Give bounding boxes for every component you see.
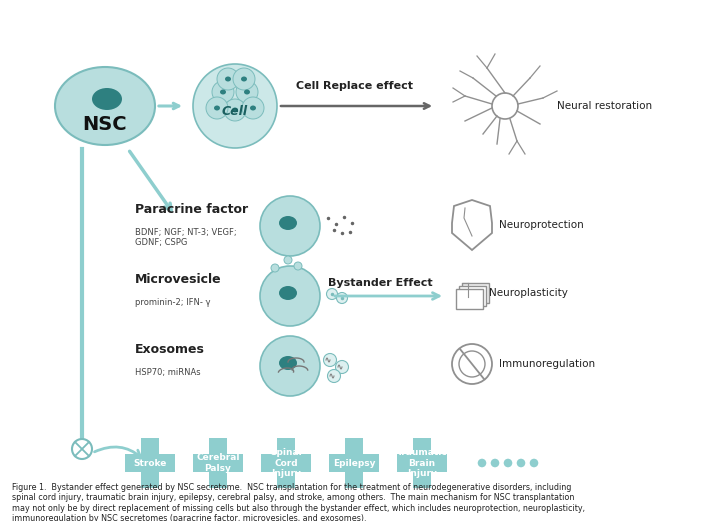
- Ellipse shape: [92, 88, 122, 110]
- Text: Cell: Cell: [222, 105, 248, 118]
- Ellipse shape: [225, 77, 231, 81]
- Text: Epilepsy: Epilepsy: [332, 458, 375, 467]
- Circle shape: [193, 64, 277, 148]
- FancyBboxPatch shape: [193, 454, 243, 472]
- Circle shape: [459, 351, 485, 377]
- Text: HSP70; miRNAs: HSP70; miRNAs: [135, 368, 201, 377]
- Circle shape: [327, 369, 340, 382]
- Text: Stroke: Stroke: [133, 458, 167, 467]
- FancyBboxPatch shape: [329, 454, 379, 472]
- FancyBboxPatch shape: [345, 438, 363, 488]
- Ellipse shape: [55, 67, 155, 145]
- Circle shape: [530, 458, 538, 467]
- Circle shape: [503, 458, 513, 467]
- Ellipse shape: [244, 90, 250, 94]
- Text: Exosomes: Exosomes: [135, 343, 205, 356]
- FancyBboxPatch shape: [413, 438, 430, 488]
- FancyBboxPatch shape: [397, 454, 447, 472]
- FancyBboxPatch shape: [209, 438, 227, 488]
- FancyBboxPatch shape: [456, 289, 483, 309]
- Circle shape: [217, 68, 239, 90]
- Circle shape: [478, 458, 486, 467]
- Text: Neuroplasticity: Neuroplasticity: [489, 288, 568, 298]
- Circle shape: [236, 81, 258, 103]
- Circle shape: [242, 97, 264, 119]
- Text: Cerebral
Palsy: Cerebral Palsy: [196, 453, 240, 473]
- Text: Figure 1.  Bystander effect generated by NSC secretome.  NSC transplantation for: Figure 1. Bystander effect generated by …: [12, 483, 585, 521]
- Ellipse shape: [241, 77, 247, 81]
- Ellipse shape: [220, 90, 226, 94]
- Circle shape: [517, 458, 526, 467]
- Circle shape: [206, 97, 228, 119]
- Circle shape: [323, 354, 337, 366]
- Text: Immunoregulation: Immunoregulation: [499, 359, 595, 369]
- Ellipse shape: [250, 105, 256, 110]
- Circle shape: [260, 336, 320, 396]
- Polygon shape: [452, 200, 492, 250]
- Ellipse shape: [232, 107, 238, 113]
- Circle shape: [271, 264, 279, 272]
- FancyBboxPatch shape: [459, 286, 486, 306]
- Text: prominin-2; IFN- γ: prominin-2; IFN- γ: [135, 298, 210, 307]
- Text: Traumatic
Brain
Injury: Traumatic Brain Injury: [397, 448, 448, 478]
- Circle shape: [284, 256, 292, 264]
- Circle shape: [224, 99, 246, 121]
- Text: Neural restoration: Neural restoration: [557, 101, 652, 111]
- FancyBboxPatch shape: [142, 438, 159, 488]
- Circle shape: [260, 196, 320, 256]
- Ellipse shape: [279, 286, 297, 300]
- Circle shape: [327, 289, 337, 300]
- Ellipse shape: [279, 356, 297, 370]
- Text: Bystander Effect: Bystander Effect: [327, 278, 433, 288]
- Circle shape: [490, 458, 499, 467]
- Circle shape: [294, 262, 302, 270]
- Text: Paracrine factor: Paracrine factor: [135, 203, 248, 216]
- Circle shape: [335, 361, 348, 374]
- FancyBboxPatch shape: [462, 283, 489, 303]
- Circle shape: [337, 292, 347, 304]
- Circle shape: [452, 344, 492, 384]
- Text: NSC: NSC: [83, 115, 127, 133]
- Text: Neuroprotection: Neuroprotection: [499, 220, 583, 230]
- FancyBboxPatch shape: [277, 438, 295, 488]
- FancyBboxPatch shape: [261, 454, 311, 472]
- Circle shape: [212, 81, 234, 103]
- FancyBboxPatch shape: [125, 454, 175, 472]
- Text: Microvesicle: Microvesicle: [135, 273, 222, 286]
- Ellipse shape: [214, 105, 220, 110]
- Text: BDNF; NGF; NT-3; VEGF;
GDNF; CSPG: BDNF; NGF; NT-3; VEGF; GDNF; CSPG: [135, 228, 237, 247]
- Ellipse shape: [279, 216, 297, 230]
- Text: Spinal
Cord
Injury: Spinal Cord Injury: [270, 448, 302, 478]
- Circle shape: [233, 68, 255, 90]
- Circle shape: [260, 266, 320, 326]
- Text: Cell Replace effect: Cell Replace effect: [297, 81, 413, 91]
- Circle shape: [72, 439, 92, 459]
